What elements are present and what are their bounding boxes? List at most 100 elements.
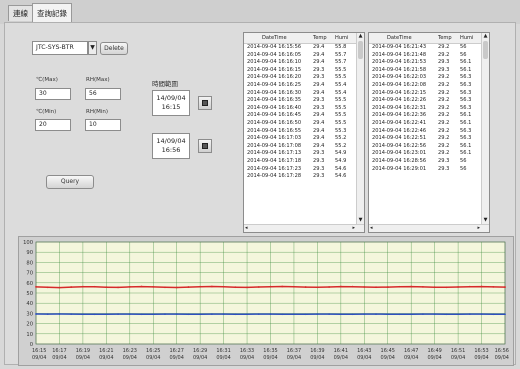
cell-temp: 29.3 [313,104,325,111]
cell-humi: 55.2 [335,135,347,142]
tab-query-records[interactable]: 查詢記錄 [32,3,72,22]
table-row[interactable]: 2014-09-04 16:28:56 29.3 56 [369,158,489,166]
scroll-left-icon[interactable]: ◂ [370,225,373,231]
cell-humi: 55.5 [335,104,347,111]
cell-humi: 56.3 [460,97,472,104]
table-row[interactable]: 2014-09-04 16:16:55 29.4 55.3 [244,128,364,136]
cell-humi: 56.3 [460,89,472,96]
query-button[interactable]: Query [46,175,94,189]
cell-humi: 55.5 [335,119,347,126]
table-row[interactable]: 2014-09-04 16:22:36 29.2 56.1 [369,112,489,120]
table-row[interactable]: 2014-09-04 16:22:56 29.2 56.1 [369,143,489,151]
cell-temp: 29.3 [313,150,325,157]
cell-temp: 29.3 [438,157,450,164]
table-row[interactable]: 2014-09-04 16:16:10 29.4 55.7 [244,59,364,67]
table-row[interactable]: 2014-09-04 16:22:15 29.2 56.3 [369,90,489,98]
cell-temp: 29.4 [313,89,325,96]
table-row[interactable]: 2014-09-04 16:23:01 29.2 56.1 [369,150,489,158]
table-row[interactable]: 2014-09-04 16:16:50 29.4 55.5 [244,120,364,128]
rh-min-field[interactable]: 10 [85,119,121,131]
rh-max-field[interactable]: 56 [85,88,121,100]
cell-datetime: 2014-09-04 16:21:58 [372,66,427,73]
table-row[interactable]: 2014-09-04 16:15:56 29.4 55.8 [244,44,364,52]
cell-temp: 29.4 [313,51,325,58]
scroll-right-icon[interactable]: ▸ [477,225,480,231]
table-row[interactable]: 2014-09-04 16:21:53 29.3 56.1 [369,59,489,67]
table-row[interactable]: 2014-09-04 16:22:51 29.2 56.3 [369,135,489,143]
cell-humi: 56.1 [460,142,472,149]
cell-datetime: 2014-09-04 16:17:08 [247,142,302,149]
cell-temp: 29.4 [313,59,325,66]
cell-datetime: 2014-09-04 16:21:53 [372,59,427,66]
cell-temp: 29.4 [313,119,325,126]
cell-datetime: 2014-09-04 16:22:36 [372,112,427,119]
table-row[interactable]: 2014-09-04 16:22:41 29.2 56.1 [369,120,489,128]
table-row[interactable]: 2014-09-04 16:16:15 29.3 55.5 [244,67,364,75]
table-row[interactable]: 2014-09-04 16:17:18 29.3 54.9 [244,158,364,166]
scroll-right-icon[interactable]: ▸ [352,225,355,231]
table-row[interactable]: 2014-09-04 16:16:25 29.4 55.4 [244,82,364,90]
cell-datetime: 2014-09-04 16:22:56 [372,142,427,149]
cell-temp: 29.4 [313,81,325,88]
table-row[interactable]: 2014-09-04 16:17:08 29.4 55.2 [244,143,364,151]
table-row[interactable]: 2014-09-04 16:16:45 29.4 55.5 [244,112,364,120]
table-row[interactable]: 2014-09-04 16:22:26 29.2 56.3 [369,97,489,105]
scroll-down-icon[interactable]: ▼ [358,217,363,223]
cell-humi: 56.1 [460,66,472,73]
cell-humi: 55.7 [335,51,347,58]
horizontal-scrollbar[interactable]: ◂ ▸ [369,224,489,232]
end-datetime-field[interactable]: 14/09/04 16:56 [152,133,190,159]
device-select[interactable]: JTC-SYS-BTR [32,41,88,55]
table-row[interactable]: 2014-09-04 16:17:28 29.3 54.6 [244,173,364,181]
table-row[interactable]: 2014-09-04 16:22:03 29.2 56.3 [369,74,489,82]
temp-min-field[interactable]: 20 [35,119,71,131]
vertical-scrollbar[interactable]: ▲ ▼ [356,33,364,232]
temp-max-field[interactable]: 30 [35,88,71,100]
end-date: 14/09/04 [156,137,186,145]
cell-temp: 29.4 [313,44,325,50]
table-row[interactable]: 2014-09-04 16:17:23 29.3 54.6 [244,166,364,174]
scroll-thumb[interactable] [483,41,488,59]
scroll-up-icon[interactable]: ▲ [483,33,488,39]
tab-connection[interactable]: 連線 [8,5,33,21]
cell-datetime: 2014-09-04 16:21:48 [372,51,427,58]
scroll-down-icon[interactable]: ▼ [483,217,488,223]
table-row[interactable]: 2014-09-04 16:16:35 29.3 55.5 [244,97,364,105]
start-datetime-field[interactable]: 14/09/04 16:15 [152,90,190,116]
cell-datetime: 2014-09-04 16:16:55 [247,127,302,134]
cell-temp: 29.2 [438,150,450,157]
cell-datetime: 2014-09-04 16:17:18 [247,157,302,164]
calendar-icon[interactable] [198,139,212,153]
rh-max-label: RH(Max) [86,77,110,83]
cell-datetime: 2014-09-04 16:17:13 [247,150,302,157]
cell-humi: 55.5 [335,74,347,81]
table-row[interactable]: 2014-09-04 16:16:05 29.4 55.7 [244,52,364,60]
table-row[interactable]: 2014-09-04 16:22:08 29.2 56.3 [369,82,489,90]
cell-humi: 56.1 [460,112,472,119]
table-header: DateTime Temp Humi [369,33,489,44]
table-row[interactable]: 2014-09-04 16:22:46 29.2 56.3 [369,128,489,136]
chevron-down-icon[interactable]: ▼ [88,41,97,55]
record-table-2: DateTime Temp Humi 2014-09-04 16:21:43 29… [368,32,490,233]
cell-humi: 55.5 [335,112,347,119]
calendar-icon[interactable] [198,96,212,110]
scroll-left-icon[interactable]: ◂ [245,225,248,231]
table-row[interactable]: 2014-09-04 16:21:43 29.2 56 [369,44,489,52]
delete-button[interactable]: Delete [100,42,128,55]
table-row[interactable]: 2014-09-04 16:17:13 29.3 54.9 [244,150,364,158]
table-row[interactable]: 2014-09-04 16:17:03 29.4 55.2 [244,135,364,143]
table-row[interactable]: 2014-09-04 16:21:48 29.2 56 [369,52,489,60]
table-row[interactable]: 2014-09-04 16:16:20 29.3 55.5 [244,74,364,82]
scroll-up-icon[interactable]: ▲ [358,33,363,39]
horizontal-scrollbar[interactable]: ◂ ▸ [244,224,364,232]
cell-temp: 29.2 [438,44,450,50]
scroll-thumb[interactable] [358,41,363,59]
table-row[interactable]: 2014-09-04 16:21:58 29.3 56.1 [369,67,489,75]
cell-temp: 29.2 [438,135,450,142]
cell-humi: 55.3 [335,127,347,134]
vertical-scrollbar[interactable]: ▲ ▼ [481,33,489,232]
table-row[interactable]: 2014-09-04 16:16:30 29.4 55.4 [244,90,364,98]
table-row[interactable]: 2014-09-04 16:29:01 29.3 56 [369,166,489,174]
table-row[interactable]: 2014-09-04 16:22:31 29.2 56.3 [369,105,489,113]
table-row[interactable]: 2014-09-04 16:16:40 29.3 55.5 [244,105,364,113]
